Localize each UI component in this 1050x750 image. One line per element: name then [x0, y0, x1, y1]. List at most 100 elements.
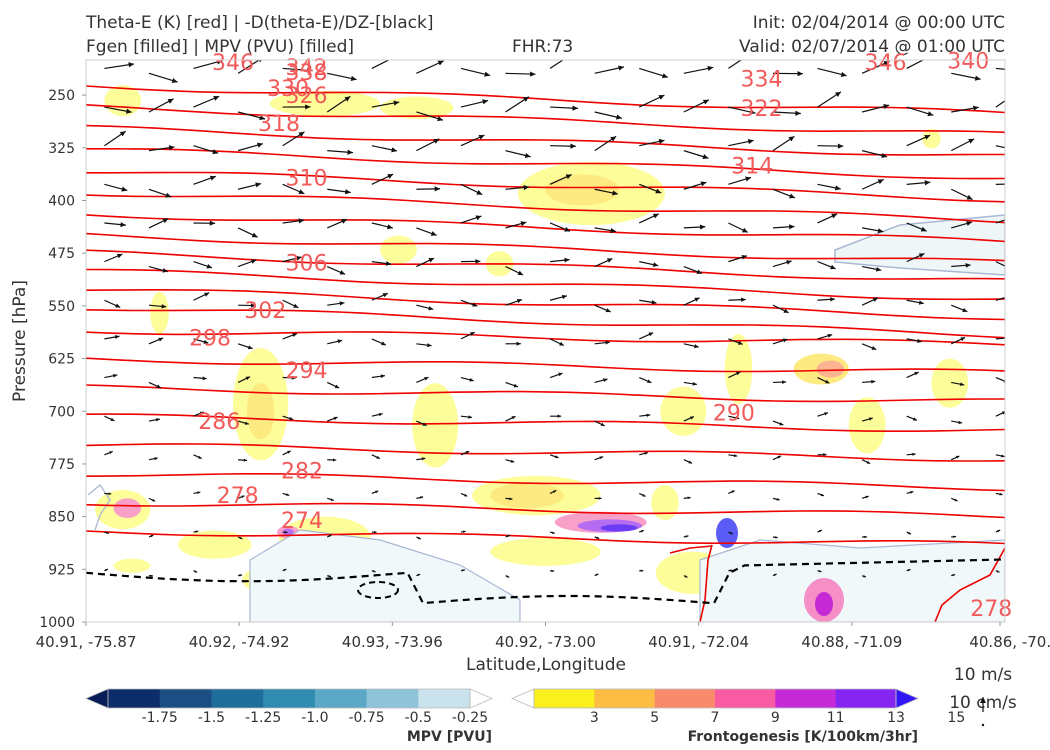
wind-vector-head — [393, 55, 399, 60]
wind-vector-head — [259, 115, 266, 121]
wind-vector-head — [570, 143, 576, 149]
wind-vector-head — [464, 493, 468, 497]
wind-vector-head — [239, 536, 243, 540]
wind-vector-head — [372, 570, 376, 573]
wind-vector-head — [298, 218, 305, 224]
wind-vector-head — [820, 493, 824, 497]
wind-vector-head — [749, 109, 756, 115]
wind-vector-head — [731, 490, 735, 494]
theta-e-label: 290 — [713, 402, 755, 427]
wind-vector-head — [777, 455, 782, 459]
wind-vector-head — [1001, 454, 1005, 458]
colorbar-extend-right — [895, 688, 920, 709]
wind-vector-head — [482, 99, 489, 105]
y-tick-label: 475 — [48, 246, 75, 262]
wind-vector-head — [517, 270, 524, 275]
wind-vector-head — [506, 575, 510, 578]
wind-vector-head — [640, 530, 644, 533]
wind-vector-head — [422, 422, 427, 426]
colorbar-segment — [418, 689, 471, 708]
colorbar-tick-label: 11 — [827, 710, 845, 726]
wind-vector-head — [642, 493, 646, 497]
wind-vector — [995, 376, 1005, 382]
wind-vector-head — [565, 174, 572, 180]
wind-vector — [995, 100, 1005, 108]
wind-vector-head — [877, 179, 884, 185]
wind-vector-head — [241, 495, 245, 499]
colorbar-segment — [366, 689, 419, 708]
wind-vector-head — [298, 131, 305, 138]
x-tick-label: 40.91, -72.04 — [648, 633, 749, 651]
colorbar-tick-label: -1.5 — [198, 710, 225, 726]
wind-vector-head — [286, 493, 290, 496]
wind-vector-head — [658, 138, 665, 145]
wind-vector-head — [877, 228, 884, 234]
wind-vector-head — [119, 131, 126, 137]
wind-vector-head — [694, 297, 700, 302]
wind-vector-head — [332, 458, 337, 462]
shaded-region — [113, 498, 142, 519]
wind-vector-head — [328, 574, 332, 578]
wind-vector-head — [692, 381, 697, 386]
shaded-region — [282, 528, 294, 536]
wind-vector — [995, 145, 1005, 149]
wind-vector-head — [128, 62, 135, 68]
wind-vector-head — [293, 303, 299, 308]
wind-vector-head — [616, 114, 622, 120]
wind-vector-head — [121, 186, 128, 192]
wind-vector-head — [158, 337, 164, 342]
colorbar-tick-label: -1.25 — [245, 710, 281, 726]
wind-vector-head — [918, 253, 925, 258]
wind-vector-head — [258, 60, 262, 63]
wind-vector-head — [150, 574, 153, 577]
theta-e-line — [86, 171, 1005, 203]
colorbar-segment — [534, 689, 595, 708]
wind-vector-head — [393, 100, 400, 106]
wind-vector-head — [795, 110, 801, 116]
wind-vector-head — [465, 451, 470, 455]
wind-vector-head — [689, 416, 694, 420]
wind-vector-head — [972, 105, 979, 111]
colorbar-segment — [159, 689, 212, 708]
init-time: Init: 02/04/2014 @ 00:00 UTC — [752, 13, 1005, 33]
wind-vector-head — [605, 308, 611, 313]
wind-vector-head — [908, 531, 911, 535]
wind-vector-head — [344, 96, 351, 102]
wind-vector-head — [924, 135, 931, 140]
theta-e-label: 346 — [865, 51, 907, 76]
theta-e-line — [86, 331, 1005, 346]
valid-time: Valid: 02/07/2014 @ 01:00 UTC — [739, 37, 1005, 57]
wind-vector-head — [883, 61, 890, 66]
wind-vector-head — [345, 189, 351, 195]
wind-vector-head — [1010, 215, 1016, 220]
colorbars: -1.75 -1.5 -1.25 -1.0 -0.75 -0.5 -0.25 MPV [PVU… — [84, 688, 965, 745]
wind-vector-head — [557, 414, 562, 418]
wind-vector-head — [115, 303, 121, 308]
wind-vector-head — [603, 378, 608, 382]
dtheta-dz-dashed-loop — [357, 581, 399, 599]
wind-vector-head — [380, 374, 385, 379]
wind-vector-head — [339, 301, 345, 306]
wind-vector-head — [289, 416, 294, 421]
wind-vector-head — [291, 375, 296, 380]
wind-vector — [995, 337, 1005, 340]
wind-vector-head — [1015, 147, 1021, 152]
wind-vector — [995, 183, 1005, 185]
theta-e-line — [669, 545, 713, 554]
wind-vector-head — [162, 218, 169, 224]
wind-vector-head — [918, 300, 924, 305]
wind-vector-head — [818, 569, 822, 573]
colorbar-segment — [263, 689, 316, 708]
wind-vector-head — [468, 415, 472, 419]
wind-vector-head — [198, 455, 202, 459]
wind-vector — [995, 219, 1005, 224]
wind-vector-head — [298, 189, 305, 194]
wind-vector-head — [476, 189, 483, 195]
theta-e-line — [86, 104, 1005, 134]
wind-vector — [906, 60, 925, 69]
wind-vector-head — [195, 530, 199, 533]
wind-vector-head — [600, 422, 605, 426]
theta-e-label: 286 — [198, 410, 240, 435]
y-axis-label: Pressure [hPa] — [10, 280, 30, 402]
wind-vector-head — [865, 495, 869, 499]
